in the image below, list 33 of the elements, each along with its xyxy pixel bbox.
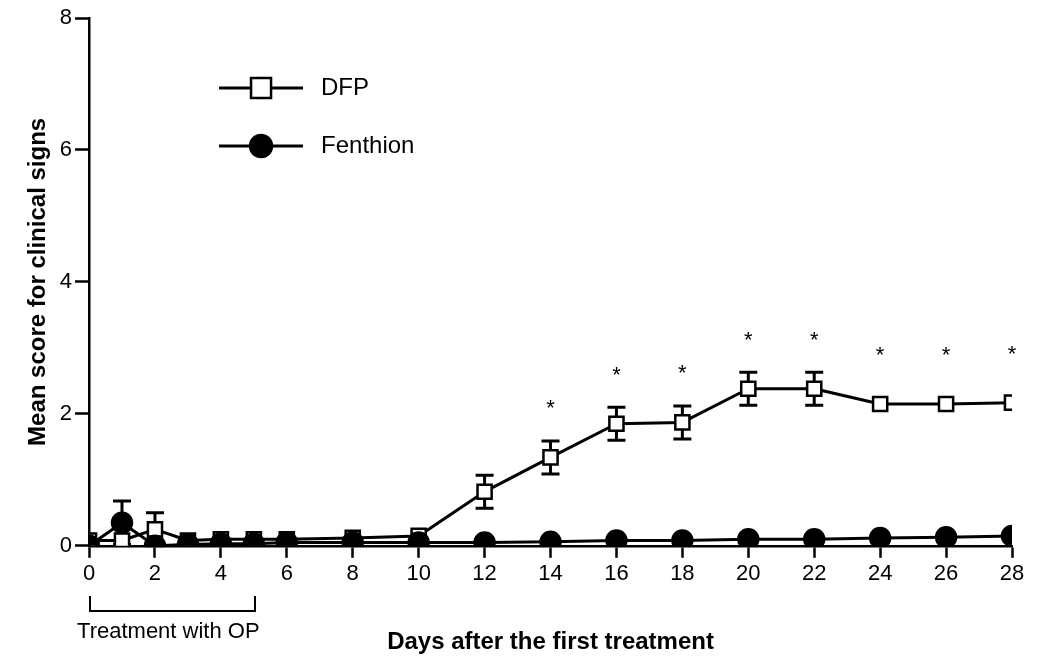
annotation: *	[612, 361, 622, 387]
x-axis-title: Days after the first treatment	[387, 627, 714, 655]
x-tick-label: 28	[999, 560, 1025, 586]
annotation: *	[875, 342, 885, 368]
legend-label: Fenthion	[321, 130, 415, 158]
x-tick-label: 20	[736, 560, 761, 586]
annotation: *	[809, 326, 819, 352]
y-tick-label: 0	[59, 531, 73, 557]
x-tick-label: 22	[801, 560, 827, 586]
y-tick-label: 2	[59, 399, 73, 425]
x-tick-label: 12	[472, 560, 497, 586]
annotation: *	[678, 360, 688, 386]
x-tick-label: 2	[148, 560, 162, 586]
legend-label: DFP	[321, 72, 370, 100]
x-tick-label: 8	[346, 560, 359, 586]
annotation: *	[1007, 340, 1017, 366]
x-tick-label: 16	[604, 560, 629, 586]
x-tick-label: 26	[933, 560, 959, 586]
annotation: *	[941, 342, 951, 368]
text: Treatment with OP	[77, 617, 260, 644]
annotation: *	[546, 395, 556, 421]
y-tick-label: 4	[59, 267, 73, 293]
x-tick-label: 18	[670, 560, 695, 586]
annotation: *	[744, 326, 754, 352]
x-tick-label: 0	[82, 560, 96, 586]
y-tick-label: 8	[59, 4, 73, 30]
x-tick-label: 6	[280, 560, 293, 586]
x-tick-label: 24	[867, 560, 893, 586]
y-tick-label: 6	[59, 136, 73, 162]
x-tick-label: 14	[538, 560, 563, 586]
x-tick-label: 4	[214, 560, 228, 586]
y-axis-title: Mean score for clinical signs	[23, 117, 51, 446]
x-tick-label: 10	[406, 560, 431, 586]
